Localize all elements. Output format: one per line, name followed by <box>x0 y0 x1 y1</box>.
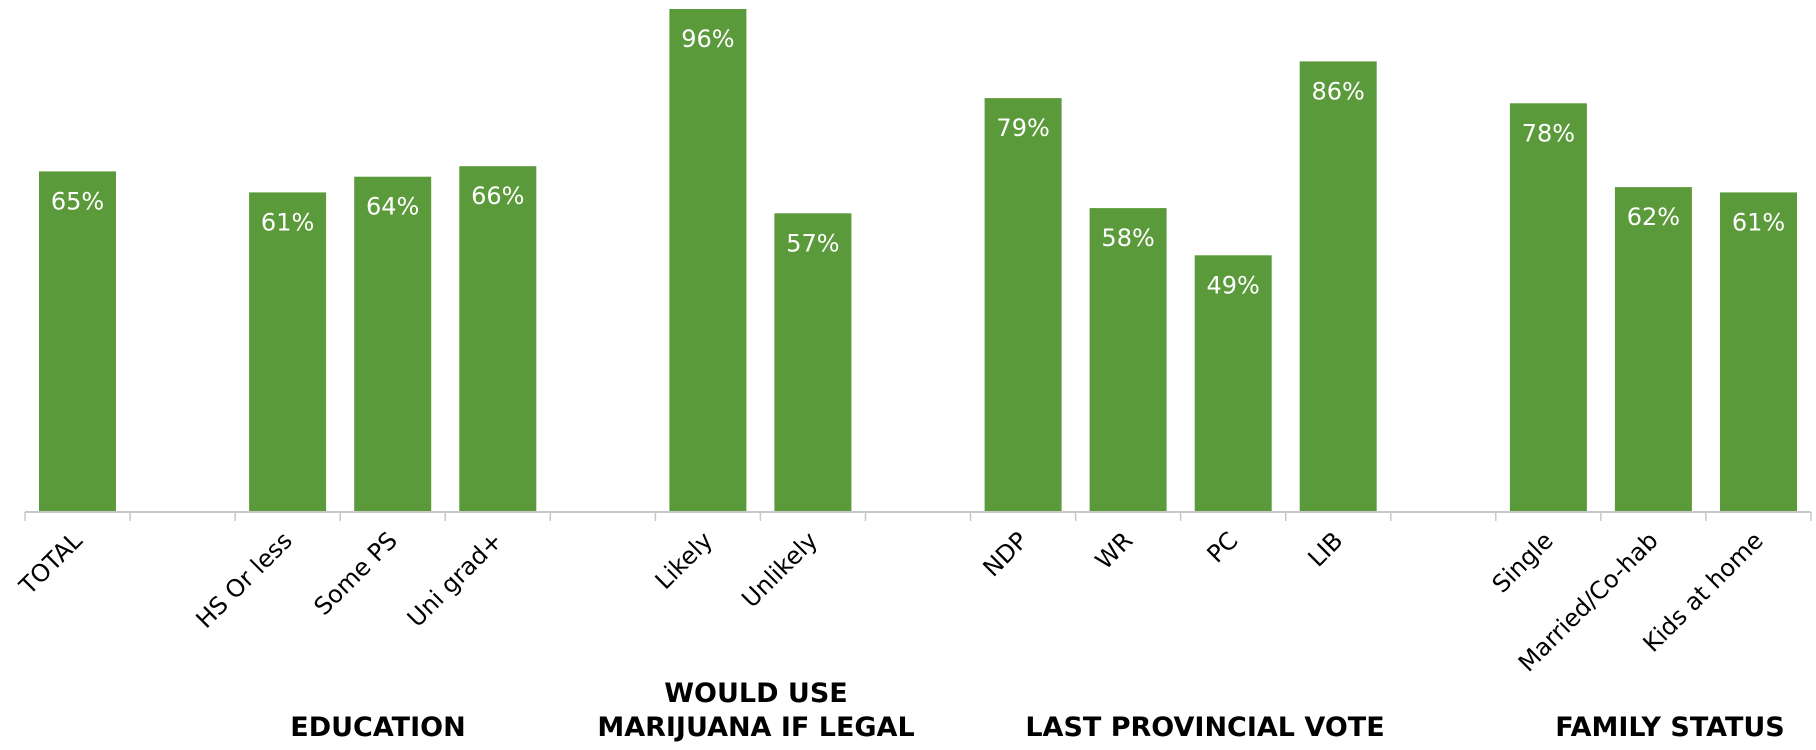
group-label: MARIJUANA IF LEGAL <box>597 712 914 743</box>
data-label: 61% <box>261 208 314 236</box>
data-label: 86% <box>1312 77 1365 105</box>
data-label: 79% <box>996 114 1049 142</box>
bar <box>39 171 116 512</box>
bar <box>1194 255 1272 513</box>
x-axis <box>24 511 1812 521</box>
x-tick-label: LIB <box>1303 526 1349 572</box>
x-tick-label: HS Or less <box>191 526 298 633</box>
bar <box>774 213 852 513</box>
group-label: EDUCATION <box>290 712 465 743</box>
bar <box>459 166 537 512</box>
x-tick-label: Unlikely <box>736 526 823 613</box>
data-label: 64% <box>366 193 419 221</box>
x-tick-label: Single <box>1487 526 1559 598</box>
data-label: 62% <box>1627 203 1680 231</box>
x-tick-label: NDP <box>978 526 1034 582</box>
bars-layer: 65% 61% 64% 66% 96% 57% 79% 58% 49% 86% 78% 62% 61% <box>39 9 1797 513</box>
bar <box>1089 208 1167 512</box>
data-label: 57% <box>786 229 839 257</box>
x-tick-label: PC <box>1202 526 1244 568</box>
data-label: 66% <box>471 182 524 210</box>
group-label: WOULD USE <box>664 678 848 709</box>
data-label: 61% <box>1732 208 1785 236</box>
x-tick-label: Some PS <box>309 526 403 620</box>
bar <box>984 98 1062 512</box>
bar <box>1720 192 1797 512</box>
data-label: 65% <box>51 187 104 215</box>
group-label: FAMILY STATUS <box>1555 712 1784 743</box>
group-label: LAST PROVINCIAL VOTE <box>1025 712 1384 743</box>
x-tick-label: Uni grad+ <box>402 526 508 632</box>
bar <box>1614 187 1692 512</box>
data-label: 58% <box>1101 224 1154 252</box>
bar <box>1509 103 1587 513</box>
data-label: 96% <box>681 25 734 53</box>
x-tick-label: Likely <box>650 526 718 594</box>
x-tick-label: TOTAL <box>13 526 88 601</box>
bar <box>249 192 327 512</box>
bar <box>669 9 747 512</box>
bar <box>1299 61 1377 513</box>
data-label: 78% <box>1522 119 1575 147</box>
bar <box>354 176 432 512</box>
data-label: 49% <box>1207 271 1260 299</box>
x-tick-label: WR <box>1090 526 1138 574</box>
